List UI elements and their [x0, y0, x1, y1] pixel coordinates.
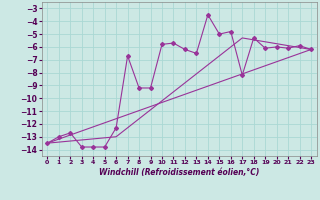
X-axis label: Windchill (Refroidissement éolien,°C): Windchill (Refroidissement éolien,°C): [99, 168, 260, 177]
